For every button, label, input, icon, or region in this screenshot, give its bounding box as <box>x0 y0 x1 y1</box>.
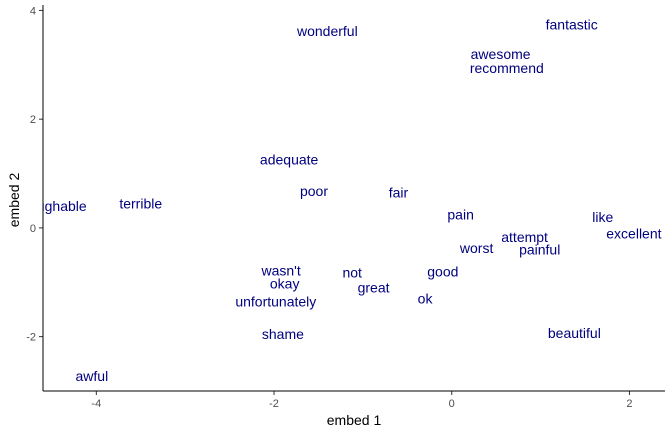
plot-panel <box>43 5 665 391</box>
word-label-great: great <box>358 280 390 296</box>
word-label-laughable: laughable <box>26 198 87 214</box>
y-tick-label: 2 <box>30 114 36 126</box>
word-label-ok: ok <box>418 291 434 307</box>
y-tick-label: 4 <box>30 5 36 17</box>
word-label-okay: okay <box>270 275 300 291</box>
word-label-not: not <box>342 264 362 280</box>
x-tick-label: 0 <box>449 398 455 410</box>
y-tick-label: 0 <box>30 223 36 235</box>
x-tick-label: -2 <box>269 398 279 410</box>
word-label-wasnt: wasn't <box>261 262 301 278</box>
x-tick-label: 2 <box>626 398 632 410</box>
y-axis-title: embed 2 <box>6 173 22 228</box>
y-tick-label: -2 <box>26 332 36 344</box>
word-label-awesome: awesome <box>471 46 531 62</box>
word-label-fantastic: fantastic <box>546 17 598 33</box>
word-label-terrible: terrible <box>119 195 162 211</box>
word-label-fair: fair <box>389 185 409 201</box>
word-label-recommend: recommend <box>470 60 544 76</box>
x-axis-ticks: -4 -2 0 2 <box>91 391 633 410</box>
y-axis-ticks: -2 0 2 4 <box>26 5 43 344</box>
word-label-shame: shame <box>262 326 304 342</box>
word-label-painful: painful <box>519 242 560 258</box>
word-label-poor: poor <box>300 183 328 199</box>
word-label-good: good <box>427 263 458 279</box>
x-axis-title: embed 1 <box>327 412 382 428</box>
word-label-awful: awful <box>76 368 109 384</box>
x-tick-label: -4 <box>91 398 101 410</box>
word-label-excellent: excellent <box>606 225 661 241</box>
word-label-adequate: adequate <box>260 151 319 167</box>
word-label-worst: worst <box>459 240 494 256</box>
word-label-unfortunately: unfortunately <box>235 293 316 309</box>
word-label-beautiful: beautiful <box>548 325 601 341</box>
word-label-wonderful: wonderful <box>296 23 358 39</box>
word-label-pain: pain <box>447 206 473 222</box>
word-label-attempt: attempt <box>501 229 548 245</box>
word-label-like: like <box>592 209 613 225</box>
